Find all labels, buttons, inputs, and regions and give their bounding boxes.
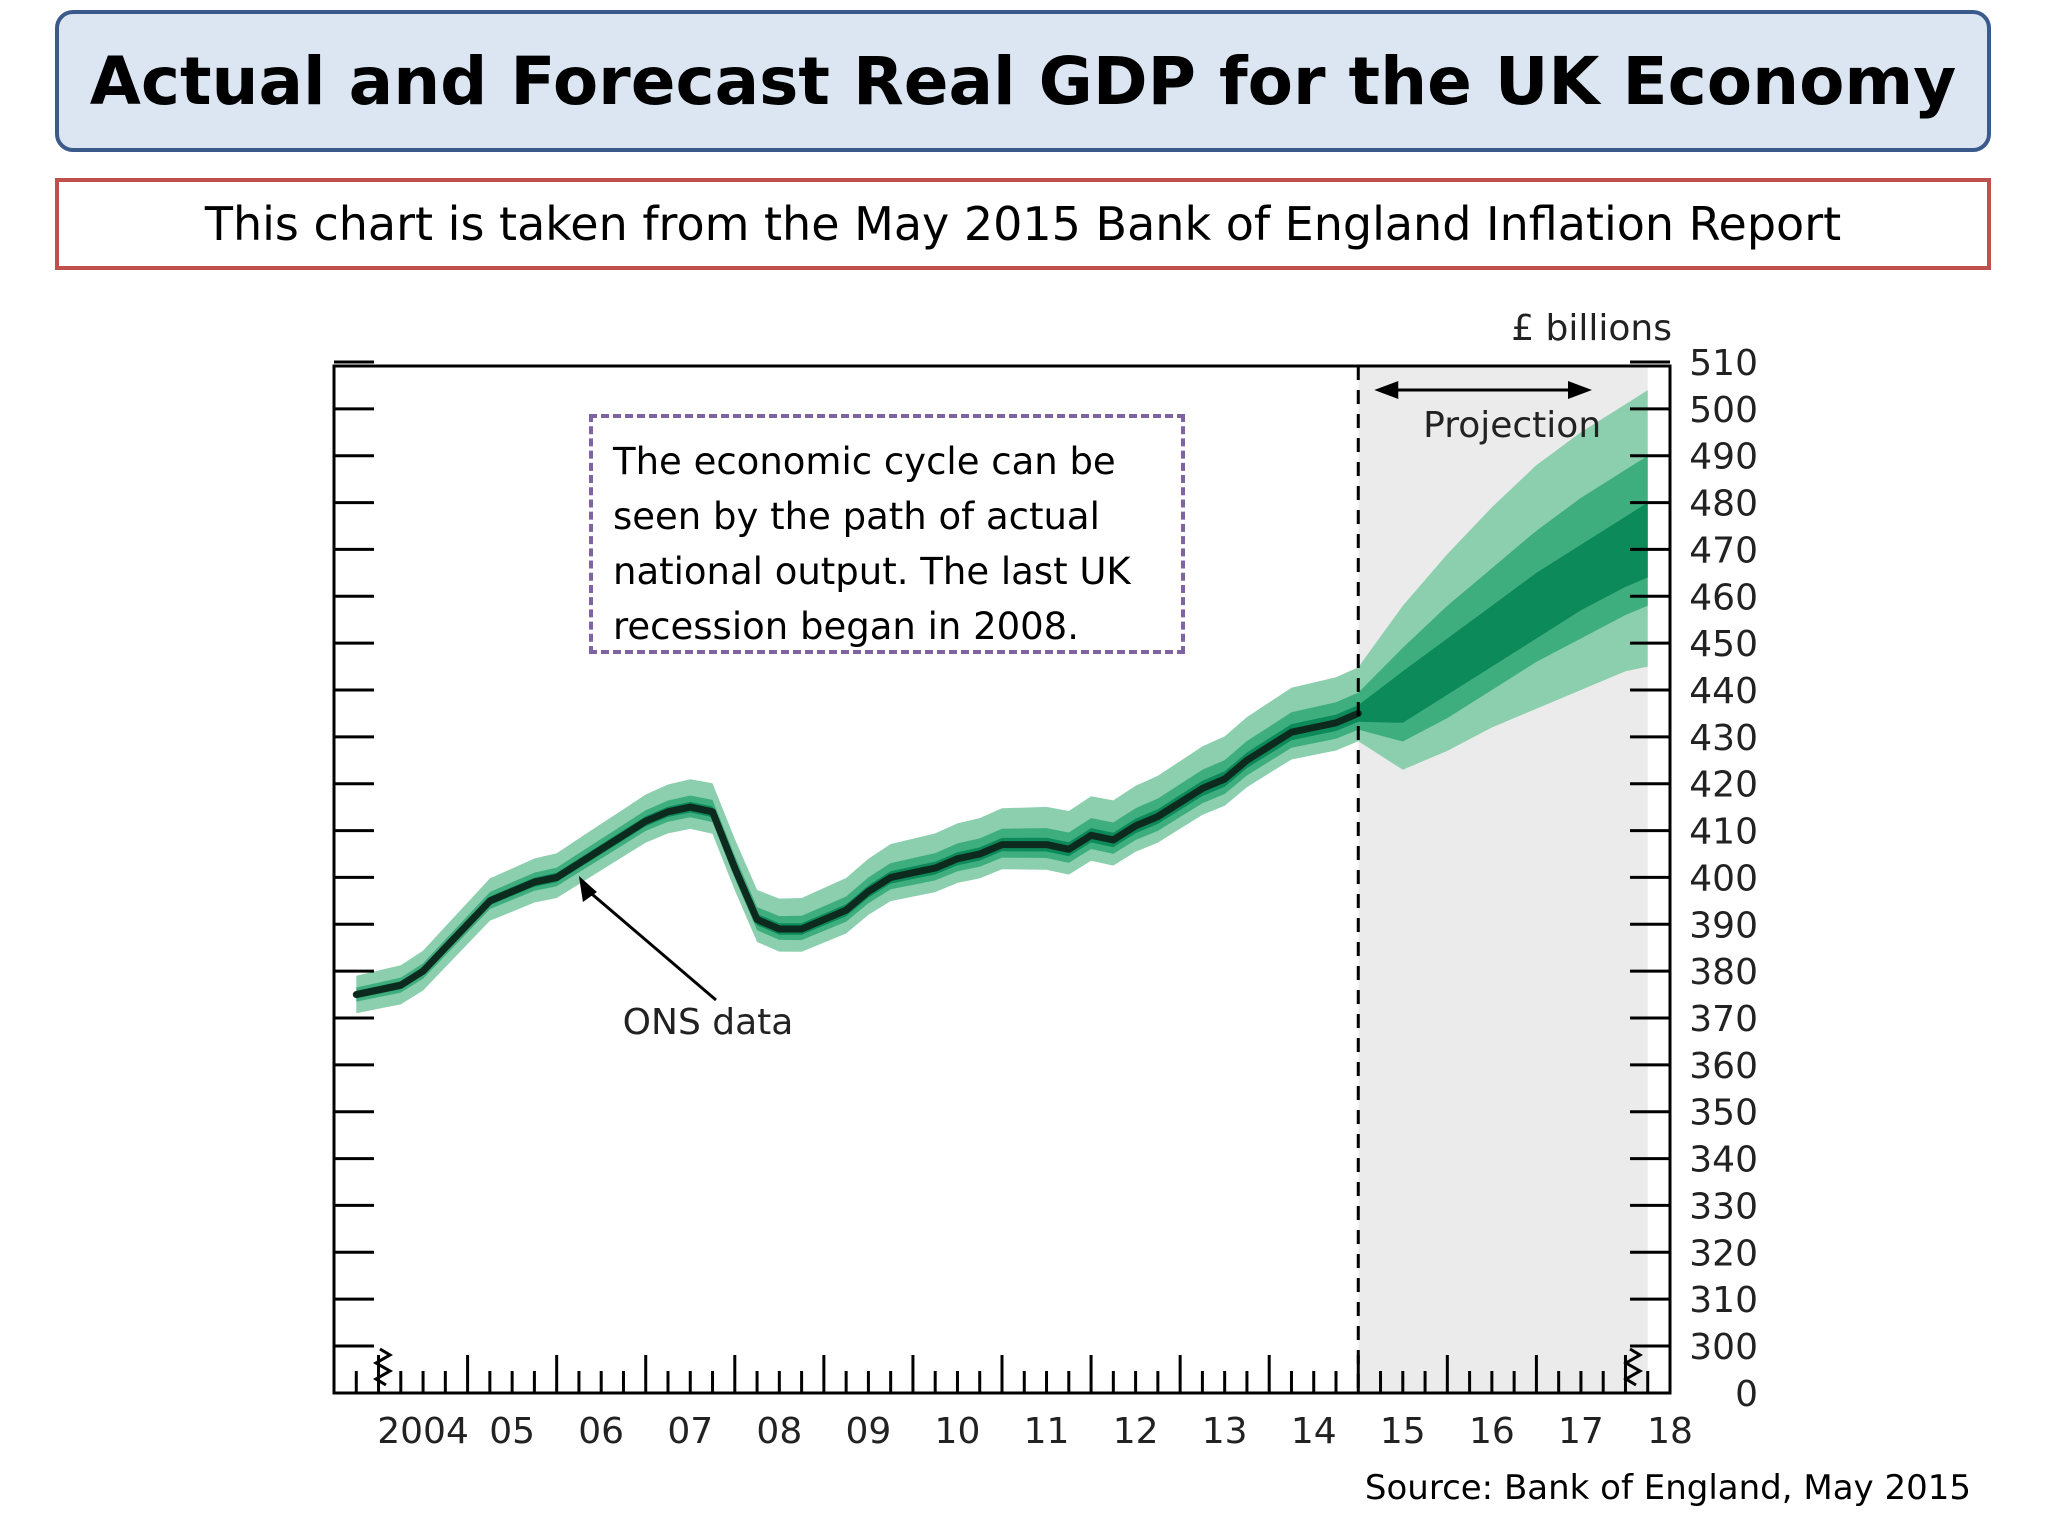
page-title: Actual and Forecast Real GDP for the UK … [89, 42, 1957, 120]
x-tick-label: 2004 [377, 1411, 469, 1452]
x-tick-label: 09 [845, 1411, 891, 1452]
arrow-left-icon [1374, 381, 1399, 399]
x-axis: 2004 05 06 07 08 09 10 11 12 13 14 15 16 17 18 [354, 1355, 1693, 1452]
x-tick-label: 07 [667, 1411, 713, 1452]
projection-arrow [1374, 381, 1592, 399]
fan-band-middle [356, 455, 1648, 1002]
x-tick-label: 16 [1469, 1411, 1515, 1452]
y-tick-label: 410 [1689, 812, 1758, 853]
ons-data-line [352, 709, 1362, 999]
y-tick-label: 330 [1689, 1186, 1758, 1227]
y-tick-label: 480 [1689, 484, 1758, 525]
page-subtitle: This chart is taken from the May 2015 Ba… [204, 197, 1842, 251]
x-tick-label: 18 [1647, 1411, 1693, 1452]
y-tick-label: 400 [1689, 858, 1758, 899]
y-tick-label: 0 [1735, 1374, 1758, 1415]
x-tick-label: 10 [935, 1411, 981, 1452]
x-tick-label: 12 [1113, 1411, 1159, 1452]
arrow-right-icon [1568, 381, 1592, 399]
x-tick-label: 13 [1202, 1411, 1248, 1452]
projection-label: Projection [1423, 405, 1601, 446]
y-tick-label: 510 [1689, 343, 1758, 384]
y-tick-label: 490 [1689, 437, 1758, 478]
x-tick-label: 08 [756, 1411, 802, 1452]
y-axis: 0 300 310 320 330 340 350 360 370 380 390 400 410 420… [334, 343, 1758, 1415]
y-tick-label: 380 [1689, 952, 1758, 993]
y-tick-label: 500 [1689, 390, 1758, 431]
x-tick-label: 15 [1380, 1411, 1426, 1452]
y-tick-label: 340 [1689, 1140, 1758, 1181]
x-tick-label: 17 [1558, 1411, 1604, 1452]
y-tick-label: 470 [1689, 530, 1758, 571]
y-tick-label: 370 [1689, 999, 1758, 1040]
annotation-pointer [583, 886, 717, 1002]
subtitle-banner: This chart is taken from the May 2015 Ba… [55, 178, 1991, 270]
annotation-arrowhead-icon [578, 876, 597, 903]
economic-cycle-callout: The economic cycle can be seen by the pa… [589, 414, 1185, 654]
callout-text: The economic cycle can be seen by the pa… [613, 440, 1131, 648]
axis-break-icon [1622, 1347, 1644, 1387]
y-tick-label: 390 [1689, 905, 1758, 946]
annotation-label: ONS data [623, 1002, 794, 1043]
y-tick-label: 450 [1689, 624, 1758, 665]
y-tick-label: 300 [1689, 1327, 1758, 1368]
y-tick-label: 430 [1689, 718, 1758, 759]
title-banner: Actual and Forecast Real GDP for the UK … [55, 10, 1991, 152]
y-tick-label: 440 [1689, 671, 1758, 712]
forecast-fan [356, 390, 1648, 1014]
x-tick-label: 14 [1291, 1411, 1337, 1452]
ons-data-annotation: ONS data [578, 876, 794, 1043]
y-tick-label: 320 [1689, 1233, 1758, 1274]
y-tick-label: 310 [1689, 1280, 1758, 1321]
y-tick-label: 350 [1689, 1093, 1758, 1134]
x-tick-label: 05 [489, 1411, 535, 1452]
y-tick-label: 360 [1689, 1046, 1758, 1087]
y-axis-unit-label: £ billions [1511, 308, 1672, 349]
x-tick-label: 06 [578, 1411, 624, 1452]
x-tick-label: 11 [1024, 1411, 1070, 1452]
source-note: Source: Bank of England, May 2015 [1364, 1468, 1971, 1508]
y-tick-label: 420 [1689, 765, 1758, 806]
y-tick-label: 460 [1689, 577, 1758, 618]
